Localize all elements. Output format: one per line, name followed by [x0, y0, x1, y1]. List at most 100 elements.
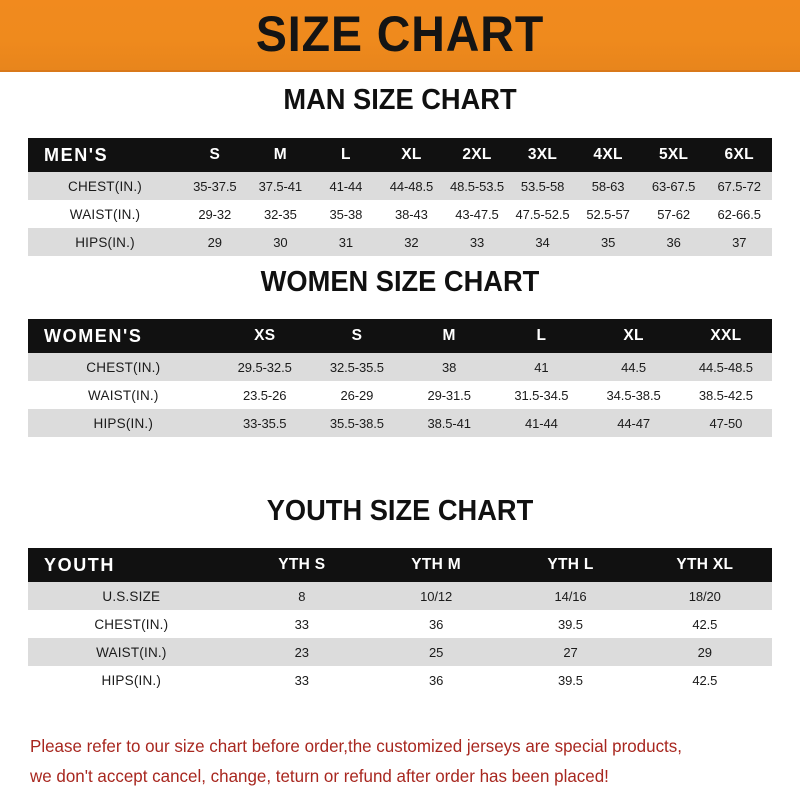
men-cell: 41-44 [313, 172, 379, 200]
youth-table-body: U.S.SIZE 8 10/12 14/16 18/20 CHEST(IN.) 33 36 39… [28, 582, 772, 694]
table-row: CHEST(IN.) 33 36 39.5 42.5 [28, 610, 772, 638]
women-cell: 38.5-42.5 [679, 381, 772, 409]
youth-cell: 14/16 [503, 582, 638, 610]
women-cell: 47-50 [679, 409, 772, 437]
men-cell: 32-35 [247, 200, 314, 228]
women-corner-label: WOMEN'S [28, 319, 219, 353]
men-cell: 36 [640, 228, 707, 256]
men-cell: 32 [378, 228, 445, 256]
men-cell: 29 [182, 228, 248, 256]
table-row: U.S.SIZE 8 10/12 14/16 18/20 [28, 582, 772, 610]
banner: SIZE CHART [0, 0, 800, 72]
women-column-header: S [310, 319, 404, 353]
men-cell: 34 [509, 228, 576, 256]
women-row-label: WAIST(IN.) [28, 381, 219, 409]
men-column-header: 2XL [444, 138, 510, 172]
men-cell: 33 [444, 228, 510, 256]
youth-column-header: YTH L [503, 548, 638, 582]
women-cell: 44.5-48.5 [679, 353, 772, 381]
men-row-label: CHEST(IN.) [28, 172, 183, 200]
youth-row-label: HIPS(IN.) [28, 666, 235, 694]
youth-column-header: YTH S [234, 548, 369, 582]
table-row: HIPS(IN.) 29 30 31 32 33 34 35 36 37 [28, 228, 772, 256]
women-column-header: XL [587, 319, 680, 353]
men-cell: 44-48.5 [378, 172, 445, 200]
youth-cell: 23 [234, 638, 369, 666]
youth-header-row: YOUTH YTH S YTH M YTH L YTH XL [28, 548, 772, 582]
youth-column-header: YTH M [368, 548, 504, 582]
men-column-header: 3XL [509, 138, 576, 172]
youth-cell: 33 [234, 610, 369, 638]
men-row-label: HIPS(IN.) [28, 228, 183, 256]
table-row: HIPS(IN.) 33-35.5 35.5-38.5 38.5-41 41-44 44-… [28, 409, 772, 437]
men-column-header: 5XL [640, 138, 707, 172]
men-cell: 63-67.5 [640, 172, 707, 200]
youth-cell: 42.5 [637, 666, 772, 694]
women-column-header: M [403, 319, 496, 353]
women-cell: 38 [403, 353, 496, 381]
women-table-body: CHEST(IN.) 29.5-32.5 32.5-35.5 38 41 44.5 44.5… [28, 353, 772, 437]
men-cell: 35-38 [313, 200, 379, 228]
men-column-header: L [313, 138, 379, 172]
men-cell: 48.5-53.5 [444, 172, 510, 200]
youth-size-table: YOUTH YTH S YTH M YTH L YTH XL U.S.SIZE 8 10/1… [28, 548, 772, 694]
youth-cell: 36 [368, 610, 504, 638]
table-row: HIPS(IN.) 33 36 39.5 42.5 [28, 666, 772, 694]
youth-column-header: YTH XL [637, 548, 772, 582]
youth-cell: 42.5 [637, 610, 772, 638]
women-cell: 44.5 [587, 353, 680, 381]
men-size-table: MEN'S S M L XL 2XL 3XL 4XL 5XL 6XL CHEST(IN.) 35-3… [28, 138, 772, 256]
men-cell: 29-32 [182, 200, 248, 228]
man-section-title: MAN SIZE CHART [283, 84, 517, 116]
men-column-header: 6XL [706, 138, 772, 172]
men-column-header: XL [378, 138, 445, 172]
women-cell: 41 [495, 353, 588, 381]
men-cell: 53.5-58 [509, 172, 576, 200]
women-cell: 29-31.5 [403, 381, 496, 409]
women-cell: 35.5-38.5 [310, 409, 404, 437]
youth-cell: 25 [368, 638, 504, 666]
youth-cell: 39.5 [503, 610, 638, 638]
men-column-header: S [182, 138, 248, 172]
youth-row-label: CHEST(IN.) [28, 610, 235, 638]
women-header-row: WOMEN'S XS S M L XL XXL [28, 319, 772, 353]
youth-cell: 8 [234, 582, 369, 610]
women-cell: 31.5-34.5 [495, 381, 588, 409]
youth-row-label: U.S.SIZE [28, 582, 235, 610]
men-cell: 35-37.5 [182, 172, 248, 200]
women-column-header: L [495, 319, 588, 353]
table-row: CHEST(IN.) 35-37.5 37.5-41 41-44 44-48.5 48.5… [28, 172, 772, 200]
table-row: WAIST(IN.) 29-32 32-35 35-38 38-43 43-47.5 47.… [28, 200, 772, 228]
footer-note-line-2: we don't accept cancel, change, teturn o… [30, 766, 609, 786]
men-cell: 31 [313, 228, 379, 256]
men-column-header: 4XL [575, 138, 641, 172]
men-cell: 38-43 [378, 200, 445, 228]
men-cell: 35 [575, 228, 641, 256]
men-cell: 58-63 [575, 172, 641, 200]
table-row: CHEST(IN.) 29.5-32.5 32.5-35.5 38 41 44.5 44.5… [28, 353, 772, 381]
men-row-label: WAIST(IN.) [28, 200, 183, 228]
women-section-title: WOMEN SIZE CHART [260, 266, 540, 298]
youth-section-title: YOUTH SIZE CHART [266, 495, 534, 527]
banner-title: SIZE CHART [255, 5, 545, 62]
youth-cell: 36 [368, 666, 504, 694]
youth-cell: 27 [503, 638, 638, 666]
footer-note-line-1: Please refer to our size chart before or… [30, 736, 682, 756]
women-row-label: CHEST(IN.) [28, 353, 219, 381]
youth-cell: 39.5 [503, 666, 638, 694]
women-column-header: XXL [679, 319, 772, 353]
women-cell: 32.5-35.5 [310, 353, 404, 381]
women-cell: 44-47 [587, 409, 680, 437]
women-cell: 41-44 [495, 409, 588, 437]
men-column-header: M [247, 138, 314, 172]
women-cell: 23.5-26 [218, 381, 311, 409]
men-cell: 37 [706, 228, 772, 256]
youth-row-label: WAIST(IN.) [28, 638, 235, 666]
table-row: WAIST(IN.) 23.5-26 26-29 29-31.5 31.5-34.5 34… [28, 381, 772, 409]
women-cell: 38.5-41 [403, 409, 496, 437]
youth-cell: 18/20 [637, 582, 772, 610]
women-size-table: WOMEN'S XS S M L XL XXL CHEST(IN.) 29.5-32.5 32.… [28, 319, 772, 437]
men-cell: 57-62 [640, 200, 707, 228]
youth-cell: 10/12 [368, 582, 504, 610]
